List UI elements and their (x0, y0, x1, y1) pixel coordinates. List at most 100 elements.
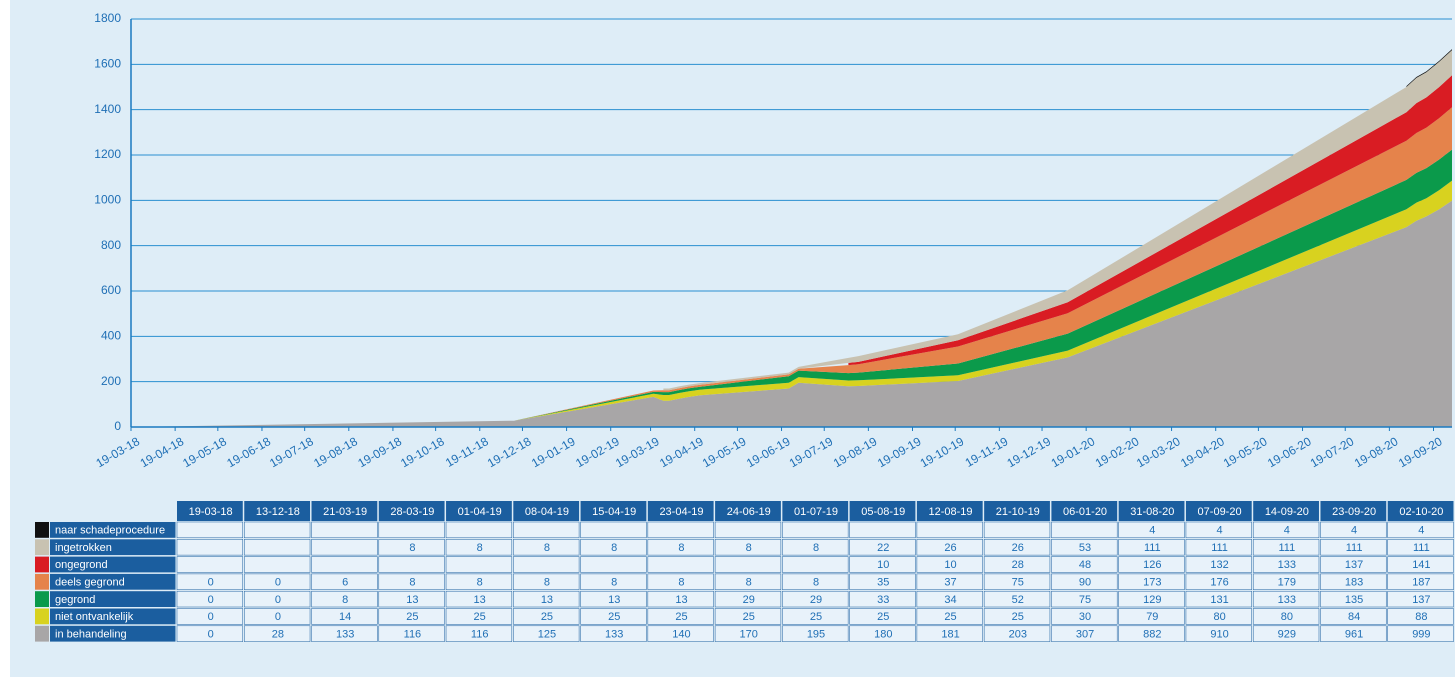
table-cell (378, 590, 445, 608)
table-cell (445, 608, 513, 625)
table-cell (580, 573, 647, 590)
y-tick-label: 1600 (94, 57, 121, 71)
row-label-cell (50, 556, 176, 573)
table-cell (445, 539, 513, 556)
table-value: 961 (1345, 628, 1363, 640)
table-cell (1118, 625, 1185, 642)
table-cell (714, 590, 782, 608)
table-value: 181 (941, 628, 959, 640)
table-cell (1185, 556, 1252, 573)
y-tick-label: 1000 (94, 193, 121, 207)
table-cell (580, 556, 647, 573)
table-value: 8 (813, 542, 819, 554)
table-cell (1051, 590, 1118, 608)
table-cell (1118, 590, 1185, 608)
table-cell (983, 608, 1051, 625)
y-tick-label: 1800 (94, 11, 121, 25)
table-header-cell (1320, 501, 1387, 521)
table-value: 135 (1345, 594, 1363, 606)
table-value: 116 (404, 628, 422, 640)
legend-label: niet ontvankelijk (55, 611, 134, 623)
table-value: 910 (1210, 628, 1228, 640)
table-value: 111 (1211, 542, 1228, 554)
table-value: 26 (944, 542, 956, 554)
table-cell (1051, 608, 1118, 625)
table-cell (983, 573, 1051, 590)
legend-label: gegrond (55, 594, 95, 606)
table-value: 140 (672, 628, 690, 640)
table-header-label: 07-09-20 (1198, 506, 1242, 518)
table-value: 8 (611, 542, 617, 554)
row-label-cell (50, 539, 176, 556)
table-header-cell (916, 501, 983, 521)
table-value: 137 (1345, 559, 1363, 571)
table-header-label: 12-08-19 (929, 506, 973, 518)
table-value: 80 (1281, 611, 1293, 623)
table-cell (1320, 539, 1387, 556)
table-value: 111 (1413, 542, 1430, 554)
table-cell (1320, 573, 1387, 590)
legend-label: ingetrokken (55, 542, 112, 554)
table-header-label: 21-03-19 (323, 506, 367, 518)
table-cell (647, 521, 714, 539)
table-cell (311, 556, 378, 573)
table-cell (1051, 573, 1118, 590)
table-cell (244, 521, 311, 539)
area (131, 107, 1452, 427)
table-value: 133 (1278, 559, 1296, 571)
table-cell (1252, 556, 1320, 573)
table-value: 180 (874, 628, 892, 640)
table-cell (849, 573, 916, 590)
legend-swatch (35, 522, 49, 538)
table-header-label: 19-03-18 (189, 506, 233, 518)
table-cell (1320, 608, 1387, 625)
table-cell (1185, 573, 1252, 590)
table-value: 0 (208, 576, 214, 588)
table-cell (1387, 539, 1454, 556)
table-value: 29 (810, 594, 822, 606)
table-value: 25 (944, 611, 956, 623)
table-cell (1118, 521, 1185, 539)
table-cell (916, 625, 983, 642)
table-value: 25 (743, 611, 755, 623)
table-value: 131 (1210, 594, 1228, 606)
table-cell (580, 590, 647, 608)
table-cell (1185, 590, 1252, 608)
table-cell (1387, 625, 1454, 642)
table-value: 37 (944, 576, 956, 588)
table-cell (311, 521, 378, 539)
table-value: 4 (1284, 525, 1290, 537)
y-tick-label: 400 (101, 329, 121, 343)
table-header-label: 05-08-19 (861, 506, 905, 518)
table-cell (176, 590, 244, 608)
table-value: 84 (1348, 611, 1360, 623)
table-value: 28 (272, 628, 284, 640)
table-value: 25 (675, 611, 687, 623)
table-cell (647, 625, 714, 642)
table-value: 88 (1415, 611, 1427, 623)
table-header-cell (177, 501, 243, 521)
table-value: 8 (678, 576, 684, 588)
table-cell (378, 521, 445, 539)
table-value: 133 (1278, 594, 1296, 606)
table-cell (714, 539, 782, 556)
table-value: 179 (1278, 576, 1296, 588)
table-cell (647, 573, 714, 590)
table-value: 25 (541, 611, 553, 623)
table-cell (647, 556, 714, 573)
table-cell (580, 608, 647, 625)
table-header-label: 23-09-20 (1332, 506, 1376, 518)
table-cell (513, 573, 580, 590)
y-tick-label: 200 (101, 374, 121, 388)
table-value: 8 (746, 542, 752, 554)
table-cell (714, 608, 782, 625)
table-value: 25 (406, 611, 418, 623)
table-header-cell (715, 501, 781, 521)
table-value: 8 (611, 576, 617, 588)
row-label-cell (50, 591, 176, 607)
table-cell (445, 521, 513, 539)
table-cell (916, 521, 983, 539)
y-tick-label: 0 (114, 419, 121, 433)
table-cell (1252, 625, 1320, 642)
